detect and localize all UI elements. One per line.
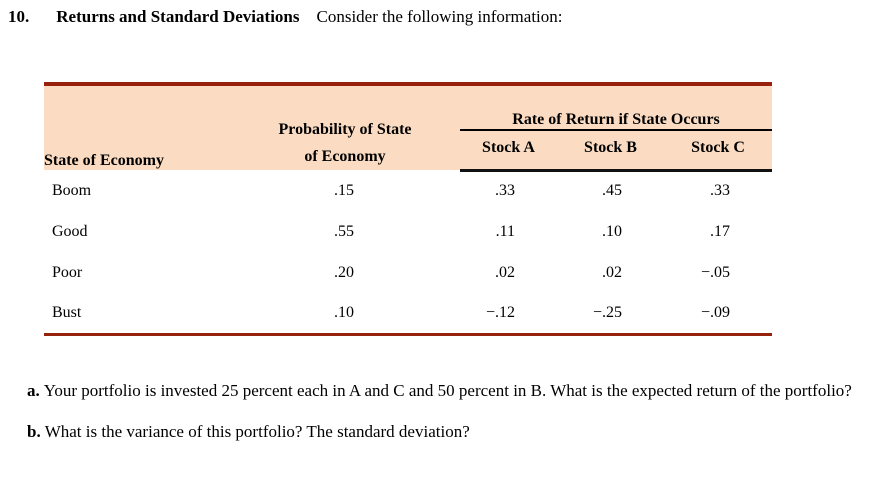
probability-header-line1: Probability of State: [278, 121, 412, 138]
state-cell: Bust: [44, 293, 230, 334]
table-row-good: Good .55 .11 .10 .17: [44, 211, 773, 252]
question-b: b. What is the variance of this portfolio…: [27, 418, 871, 445]
table-header: State of Economy Probability of State of…: [44, 84, 773, 172]
question-a: a. Your portfolio is invested 25 percent …: [27, 377, 871, 404]
problem-heading: 10. Returns and Standard Deviations Consid…: [0, 0, 891, 28]
stock-c-cell: −.09: [664, 293, 773, 334]
table-row-poor: Poor .20 .02 .02 −.05: [44, 252, 773, 293]
stock-b-cell: .02: [557, 252, 664, 293]
stock-b-cell: −.25: [557, 293, 664, 334]
question-a-text: Your portfolio is invested 25 percent ea…: [43, 381, 852, 400]
col-header-probability: Probability of State of Economy: [230, 84, 460, 170]
stock-c-cell: −.05: [664, 252, 773, 293]
problem-title: Returns and Standard Deviations: [56, 7, 300, 26]
table-row-boom: Boom .15 .33 .45 .33: [44, 170, 773, 211]
state-cell: Good: [44, 211, 230, 252]
question-a-label: a.: [27, 381, 40, 400]
stock-header-row: Stock A Stock B Stock C: [44, 130, 773, 172]
col-header-state-of-economy: State of Economy: [44, 152, 164, 169]
stock-c-cell: .33: [664, 170, 773, 211]
stock-a-cell: .02: [460, 252, 557, 293]
probability-cell: .20: [230, 252, 460, 293]
returns-table: State of Economy Probability of State of…: [44, 82, 773, 336]
question-b-text: What is the variance of this portfolio? …: [44, 422, 470, 441]
question-b-label: b.: [27, 422, 41, 441]
stock-b-cell: .10: [557, 211, 664, 252]
col-header-stock-c: Stock C: [664, 130, 773, 172]
state-cell: Poor: [44, 252, 230, 293]
problem-number: 10.: [8, 7, 30, 26]
stock-a-cell: .11: [460, 211, 557, 252]
probability-cell: .55: [230, 211, 460, 252]
col-header-stock-a: Stock A: [460, 130, 557, 172]
stock-c-cell: .17: [664, 211, 773, 252]
col-header-stock-b: Stock B: [557, 130, 664, 172]
stock-a-cell: .33: [460, 170, 557, 211]
stock-a-cell: −.12: [460, 293, 557, 334]
stock-b-cell: .45: [557, 170, 664, 211]
probability-cell: .10: [230, 293, 460, 334]
table-body: Boom .15 .33 .45 .33 Good .55 .11 .10 .1…: [44, 170, 773, 334]
problem-intro: Consider the following information:: [316, 7, 563, 26]
questions-section: a. Your portfolio is invested 25 percent …: [0, 377, 891, 459]
state-cell: Boom: [44, 170, 230, 211]
span-header-rate-of-return: Rate of Return if State Occurs: [460, 84, 773, 131]
span-header-row: State of Economy Probability of State of…: [44, 84, 773, 169]
probability-cell: .15: [230, 170, 460, 211]
probability-header-line2: of Economy: [304, 148, 386, 165]
table-row-bust: Bust .10 −.12 −.25 −.09: [44, 293, 773, 334]
